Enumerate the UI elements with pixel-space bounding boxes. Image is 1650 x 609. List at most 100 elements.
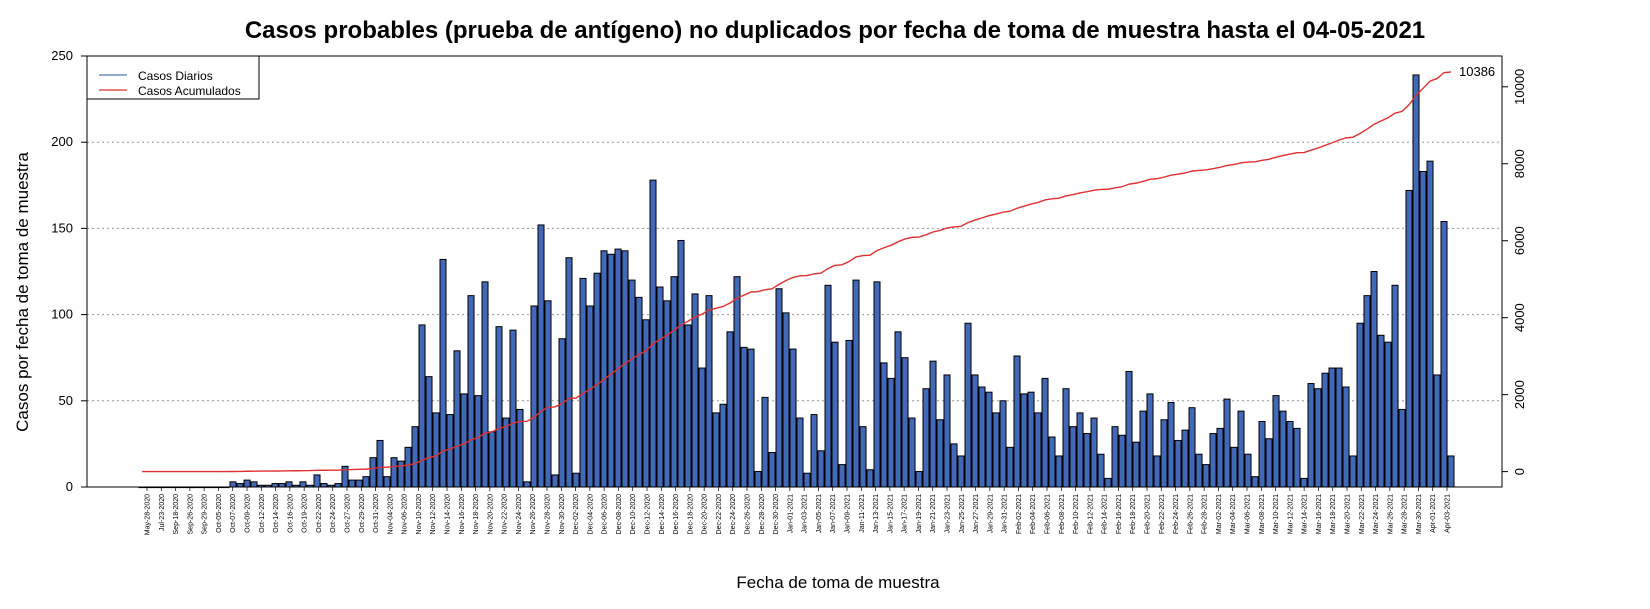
bar (1006, 446, 1014, 488)
x-tick-label: Jan-27-2021 (973, 494, 980, 533)
bar (726, 331, 734, 488)
x-tick-label: Nov-22-2020 (502, 494, 509, 535)
bar (880, 362, 888, 488)
x-tick-label: Feb-10-2021 (1073, 494, 1080, 534)
bar (544, 300, 552, 488)
bar (1272, 395, 1280, 488)
bar (579, 277, 587, 488)
cumulative-end-label: 10386 (1459, 64, 1495, 79)
bar (418, 324, 426, 488)
bar (845, 339, 853, 488)
bar (1055, 455, 1063, 488)
bar (817, 450, 825, 488)
bar (460, 393, 468, 488)
cumulative-line (142, 71, 1452, 473)
bar (670, 276, 678, 488)
bar (236, 483, 244, 488)
bar (796, 417, 804, 488)
x-tick-label: Dec-10-2020 (630, 494, 637, 535)
x-tick-label: Mar-24-2021 (1373, 494, 1380, 534)
x-tick-label: Nov-14-2020 (445, 494, 452, 535)
bar (1146, 393, 1154, 488)
x-tick-label: Feb-08-2021 (1059, 494, 1066, 534)
x-tick-label: Jan-03-2021 (802, 494, 809, 533)
x-tick-label: Dec-08-2020 (616, 494, 623, 535)
bar (1307, 383, 1315, 488)
y2-tick-label: 10000 (1512, 69, 1527, 105)
bar (530, 305, 538, 488)
x-tick-label: Oct-31-2020 (373, 494, 380, 533)
y2-tick-label: 2000 (1512, 380, 1527, 409)
bar (1258, 420, 1266, 488)
bar (803, 472, 811, 488)
bar (404, 446, 412, 488)
x-tick-label: Mar-30-2021 (1416, 494, 1423, 534)
bar (334, 483, 342, 488)
bar (1391, 284, 1399, 488)
x-tick-label: Feb-06-2021 (1045, 494, 1052, 534)
bar (502, 417, 510, 488)
bar (1069, 426, 1077, 488)
x-tick-label: Dec-16-2020 (673, 494, 680, 535)
bar (1321, 372, 1329, 488)
bar (649, 179, 657, 488)
bar (859, 426, 867, 488)
x-tick-label: Nov-06-2020 (402, 494, 409, 535)
x-tick-label: Jan-21-2021 (930, 494, 937, 533)
x-tick-label: Feb-28-2021 (1202, 494, 1209, 534)
bar (565, 257, 573, 488)
bar (558, 338, 566, 488)
bar (761, 396, 769, 488)
legend-box (86, 55, 260, 100)
x-tick-label: Jan-13-2021 (873, 494, 880, 533)
bar (383, 476, 391, 488)
bar (1244, 453, 1252, 488)
y-tick-label: 150 (51, 220, 73, 235)
x-tick-label: Nov-12-2020 (430, 494, 437, 535)
bar (446, 414, 454, 488)
x-tick-label: Mar-04-2021 (1230, 494, 1237, 534)
bar (691, 293, 699, 488)
bar (390, 457, 398, 488)
y2-tick-label: 6000 (1512, 226, 1527, 255)
bar (705, 295, 713, 488)
y-axis-ticks: 0 50 100 150 200 250 (51, 48, 87, 494)
bar (922, 388, 930, 488)
bar (964, 322, 972, 488)
bar (369, 457, 377, 488)
bar (999, 400, 1007, 488)
bar (1405, 189, 1413, 488)
bar (488, 431, 496, 488)
y2-tick-label: 8000 (1512, 149, 1527, 178)
chart-title: Casos probables (prueba de antígeno) no … (245, 17, 1425, 44)
x-tick-label: Jan-19-2021 (916, 494, 923, 533)
bar (1195, 453, 1203, 488)
x-tick-label: Nov-10-2020 (416, 494, 423, 535)
bar (971, 374, 979, 488)
bar (1356, 322, 1364, 488)
x-tick-label: Feb-12-2021 (1087, 494, 1094, 534)
x-tick-label: Feb-22-2021 (1159, 494, 1166, 534)
x-tick-label: Jul-23-2020 (159, 494, 166, 531)
bar (537, 224, 545, 488)
bar (950, 443, 958, 488)
bar (775, 288, 783, 488)
bar (509, 329, 517, 488)
x-tick-label: Oct-22-2020 (316, 494, 323, 533)
bar (621, 250, 629, 488)
bar (1139, 410, 1147, 488)
x-tick-label: Nov-24-2020 (516, 494, 523, 535)
bar (1181, 429, 1189, 488)
bar (1041, 377, 1049, 488)
bar (866, 469, 874, 488)
y2-tick-label: 0 (1512, 468, 1527, 475)
bar (1048, 436, 1056, 488)
x-tick-label: Mar-02-2021 (1216, 494, 1223, 534)
bar (299, 481, 307, 488)
legend-label-daily: Casos Diarios (138, 69, 213, 83)
x-tick-label: Oct-19-2020 (302, 494, 309, 533)
bar (495, 326, 503, 488)
bar (1160, 419, 1168, 488)
bar (1349, 455, 1357, 488)
bar (747, 348, 755, 488)
